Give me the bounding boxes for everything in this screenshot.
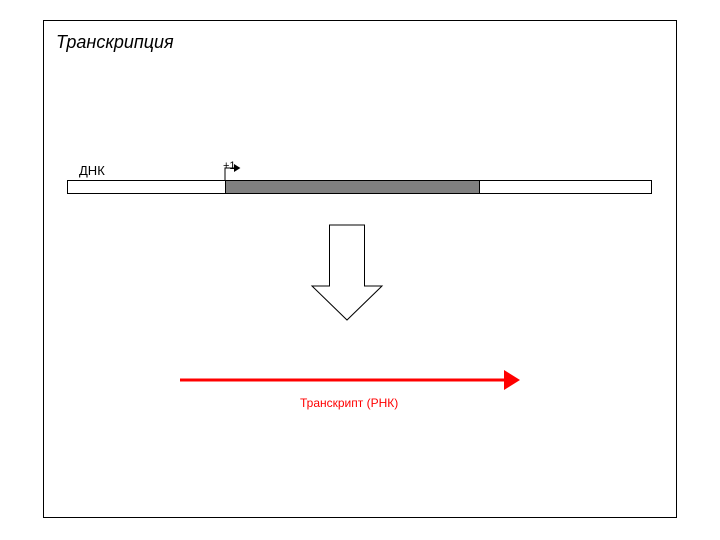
transcript-label: Транскрипт (РНК) <box>300 396 398 410</box>
transcript-arrow-icon <box>0 0 720 540</box>
diagram-stage: Транскрипция ДНК +1 Транскрипт (РНК) <box>0 0 720 540</box>
